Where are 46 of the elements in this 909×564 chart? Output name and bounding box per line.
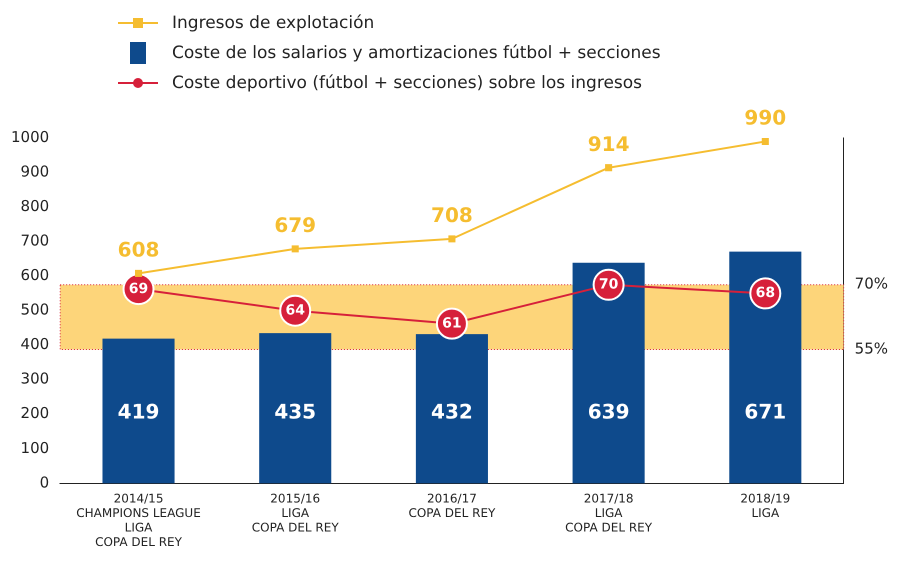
point	[448, 235, 456, 242]
y-tick-label: 100	[20, 438, 50, 457]
y-tick-label: 900	[20, 162, 50, 180]
data-label: 64	[285, 302, 306, 318]
x-tick-label: 2017/18 LIGA COPA DEL REY	[565, 492, 653, 535]
point	[292, 245, 299, 252]
data-label: 435	[274, 400, 316, 424]
data-label: 432	[431, 400, 473, 424]
x-tick-label: 2014/15 CHAMPIONS LEAGUE LIGA COPA DEL REY	[76, 492, 201, 549]
bar	[259, 333, 332, 484]
data-label: 990	[744, 106, 786, 130]
y-tick-label: 500	[20, 300, 50, 319]
bar	[729, 252, 802, 484]
y-tick-label: 0	[40, 473, 50, 492]
data-label: 914	[588, 132, 630, 156]
data-label: 639	[588, 400, 630, 424]
bar	[572, 262, 645, 484]
data-label: 68	[756, 285, 776, 302]
data-label: 679	[274, 213, 316, 238]
point	[134, 270, 142, 277]
legend-label: Coste deportivo (fútbol + secciones) sobre los ingresos	[172, 73, 642, 93]
data-label: 61	[442, 315, 462, 332]
data-label: 708	[431, 203, 473, 228]
data-label: 608	[118, 238, 160, 262]
y-tick-label: 1000	[10, 128, 50, 146]
legend-label: Coste de los salarios y amortizaciones fútbol + secciones	[172, 43, 661, 63]
x-tick-label: 2018/19 LIGA	[740, 492, 790, 520]
data-label: 671	[744, 400, 786, 424]
bar	[416, 334, 488, 484]
y-tick-label: 200	[20, 404, 50, 422]
data-label: 70	[598, 276, 619, 292]
y-tick-label: 800	[20, 196, 50, 215]
x-tick-label: 2016/17 COPA DEL REY	[408, 492, 496, 520]
point	[762, 138, 769, 145]
y-tick-label: 700	[20, 232, 50, 250]
point	[605, 164, 612, 172]
data-label: 69	[128, 280, 148, 297]
y-tick-label: 400	[20, 335, 50, 354]
y-tick-label: 600	[20, 266, 50, 284]
x-tick-label: 2015/16 LIGA COPA DEL REY	[252, 492, 340, 535]
bar	[102, 338, 175, 484]
y-tick-label: 300	[20, 370, 50, 388]
y2-tick-label: 55%	[854, 339, 888, 358]
legend-label: Ingresos de explotación	[172, 13, 374, 33]
y2-tick-label: 70%	[854, 274, 888, 293]
data-label: 419	[118, 400, 160, 424]
